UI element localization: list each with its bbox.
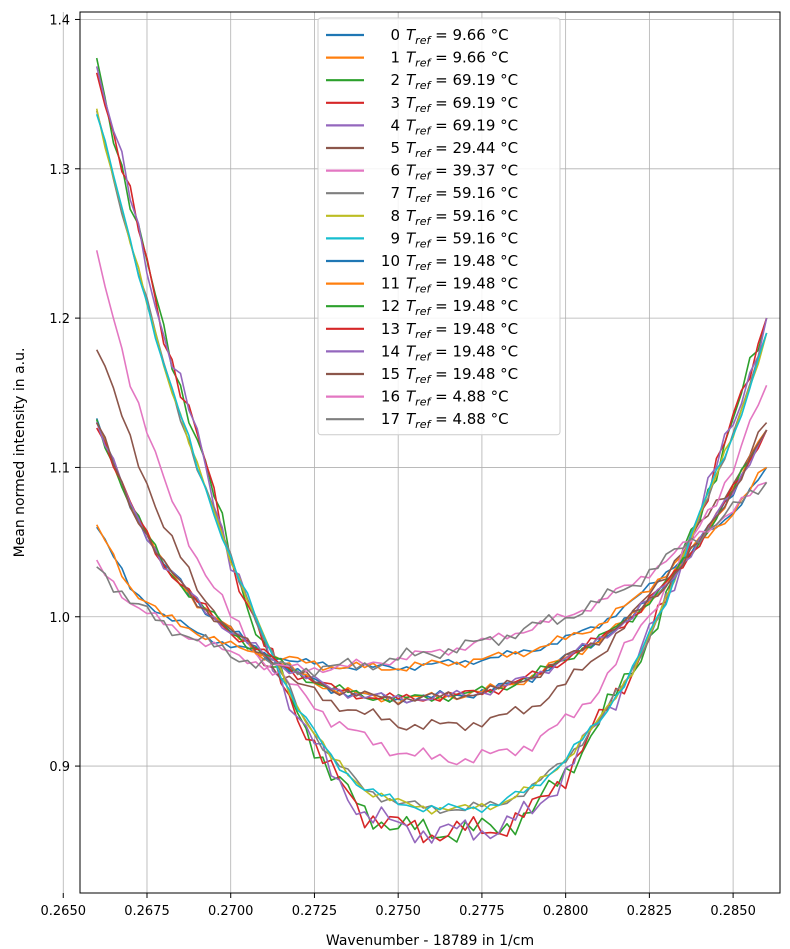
legend-entry: Tref = 69.19 °C: [406, 94, 518, 115]
series-line-17: [96, 481, 768, 678]
x-axis-label: Wavenumber - 18789 in 1/cm: [326, 933, 534, 949]
x-tick-label: 0.2850: [710, 904, 756, 919]
legend-index: 11: [381, 275, 400, 293]
legend-entry: Tref = 59.16 °C: [406, 207, 518, 228]
series-line-15: [96, 422, 768, 706]
x-tick-label: 0.2650: [41, 904, 87, 919]
legend-index: 3: [390, 94, 400, 112]
legend-index: 0: [390, 26, 400, 44]
y-tick-label: 1.4: [49, 13, 70, 28]
legend-index: 6: [390, 162, 400, 180]
series-line-5: [95, 349, 768, 732]
series-line-6: [95, 250, 768, 766]
legend-entry: Tref = 19.48 °C: [406, 252, 518, 273]
legend-index: 5: [390, 139, 400, 157]
y-axis-label: Mean normed intensity in a.u.: [12, 348, 28, 558]
legend-entry: Tref = 69.19 °C: [406, 116, 518, 137]
ticks: 0.2650 0.2675 0.2700 0.2725 0.2750 0.2775 0.28…: [41, 13, 756, 919]
legend-entry: Tref = 59.16 °C: [406, 229, 518, 250]
y-tick-label: 1.1: [49, 461, 70, 476]
legend-index: 15: [381, 365, 400, 383]
legend-index: 16: [381, 388, 400, 406]
legend-box: [317, 17, 561, 436]
legend-entry: Tref = 69.19 °C: [406, 71, 518, 92]
y-tick-label: 1.3: [49, 163, 70, 178]
legend: Tref = 9.66 °C 0 Tref = 9.66 °C 1 Tref = 69.…: [317, 17, 561, 436]
legend-entry: Tref = 19.48 °C: [406, 342, 518, 363]
legend-index: 7: [390, 184, 400, 202]
x-tick-label: 0.2800: [543, 904, 589, 919]
legend-index: 9: [390, 229, 400, 247]
legend-index: 4: [390, 116, 400, 134]
legend-entry: Tref = 19.48 °C: [406, 297, 518, 318]
plot-frame: [79, 11, 781, 894]
series-line-16: [95, 481, 767, 674]
series-line-9: [95, 114, 768, 814]
legend-index: 13: [381, 320, 400, 338]
x-tick-label: 0.2750: [375, 904, 421, 919]
x-tick-label: 0.2725: [292, 904, 338, 919]
legend-index: 12: [381, 297, 400, 315]
y-tick-label: 0.9: [49, 760, 70, 775]
y-tick-label: 1.0: [49, 611, 70, 626]
legend-entry: Tref = 4.88 °C: [406, 388, 509, 409]
x-tick-label: 0.2825: [627, 904, 673, 919]
legend-index: 14: [381, 342, 400, 360]
legend-index: 8: [390, 207, 400, 225]
series-line-3: [95, 72, 768, 844]
legend-index: 17: [381, 410, 400, 428]
series-line-12: [95, 419, 768, 704]
legend-entry: Tref = 19.48 °C: [406, 365, 518, 386]
legend-entry: Tref = 9.66 °C: [406, 26, 509, 47]
legend-entry: Tref = 29.44 °C: [406, 139, 518, 160]
legend-index: 2: [390, 71, 400, 89]
legend-index: 1: [390, 49, 400, 67]
x-tick-label: 0.2700: [208, 904, 254, 919]
y-tick-label: 1.2: [49, 312, 70, 327]
legend-entry: Tref = 4.88 °C: [406, 410, 509, 431]
legend-entry: Tref = 19.48 °C: [406, 320, 518, 341]
legend-entry: Tref = 39.37 °C: [406, 162, 518, 183]
x-tick-label: 0.2775: [459, 904, 505, 919]
series-layer: [95, 57, 768, 844]
x-tick-label: 0.2675: [124, 904, 170, 919]
legend-entry: Tref = 19.48 °C: [406, 275, 518, 296]
legend-entry: Tref = 59.16 °C: [406, 184, 518, 205]
legend-index: 10: [381, 252, 400, 270]
legend-entry: Tref = 9.66 °C: [406, 49, 509, 70]
